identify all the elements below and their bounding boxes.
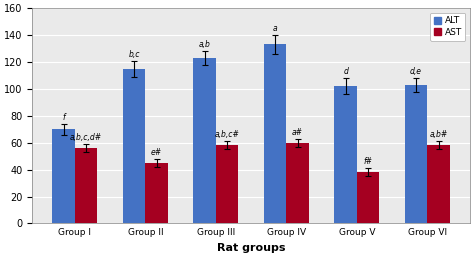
Legend: ALT, AST: ALT, AST <box>430 13 465 41</box>
Bar <box>123 69 146 223</box>
Text: a,b,c,d#: a,b,c,d# <box>70 133 102 142</box>
Text: f: f <box>62 113 65 122</box>
Bar <box>193 58 216 223</box>
Text: e#: e# <box>151 148 162 157</box>
Text: f#: f# <box>364 157 373 166</box>
Text: a,b: a,b <box>199 40 210 49</box>
Bar <box>357 172 380 223</box>
Bar <box>75 148 97 223</box>
Bar <box>264 44 286 223</box>
Text: a,b,c#: a,b,c# <box>215 130 239 139</box>
Text: b,c: b,c <box>128 50 140 59</box>
Text: a#: a# <box>292 128 303 137</box>
Bar <box>286 143 309 223</box>
Bar <box>428 145 450 223</box>
X-axis label: Rat groups: Rat groups <box>217 243 285 253</box>
Bar <box>334 86 357 223</box>
Text: a: a <box>273 24 277 33</box>
Bar <box>216 145 238 223</box>
Bar <box>52 129 75 223</box>
Text: d,e: d,e <box>410 67 422 76</box>
Bar <box>146 163 168 223</box>
Text: a,b#: a,b# <box>429 130 448 139</box>
Text: d: d <box>343 67 348 76</box>
Bar <box>405 85 428 223</box>
